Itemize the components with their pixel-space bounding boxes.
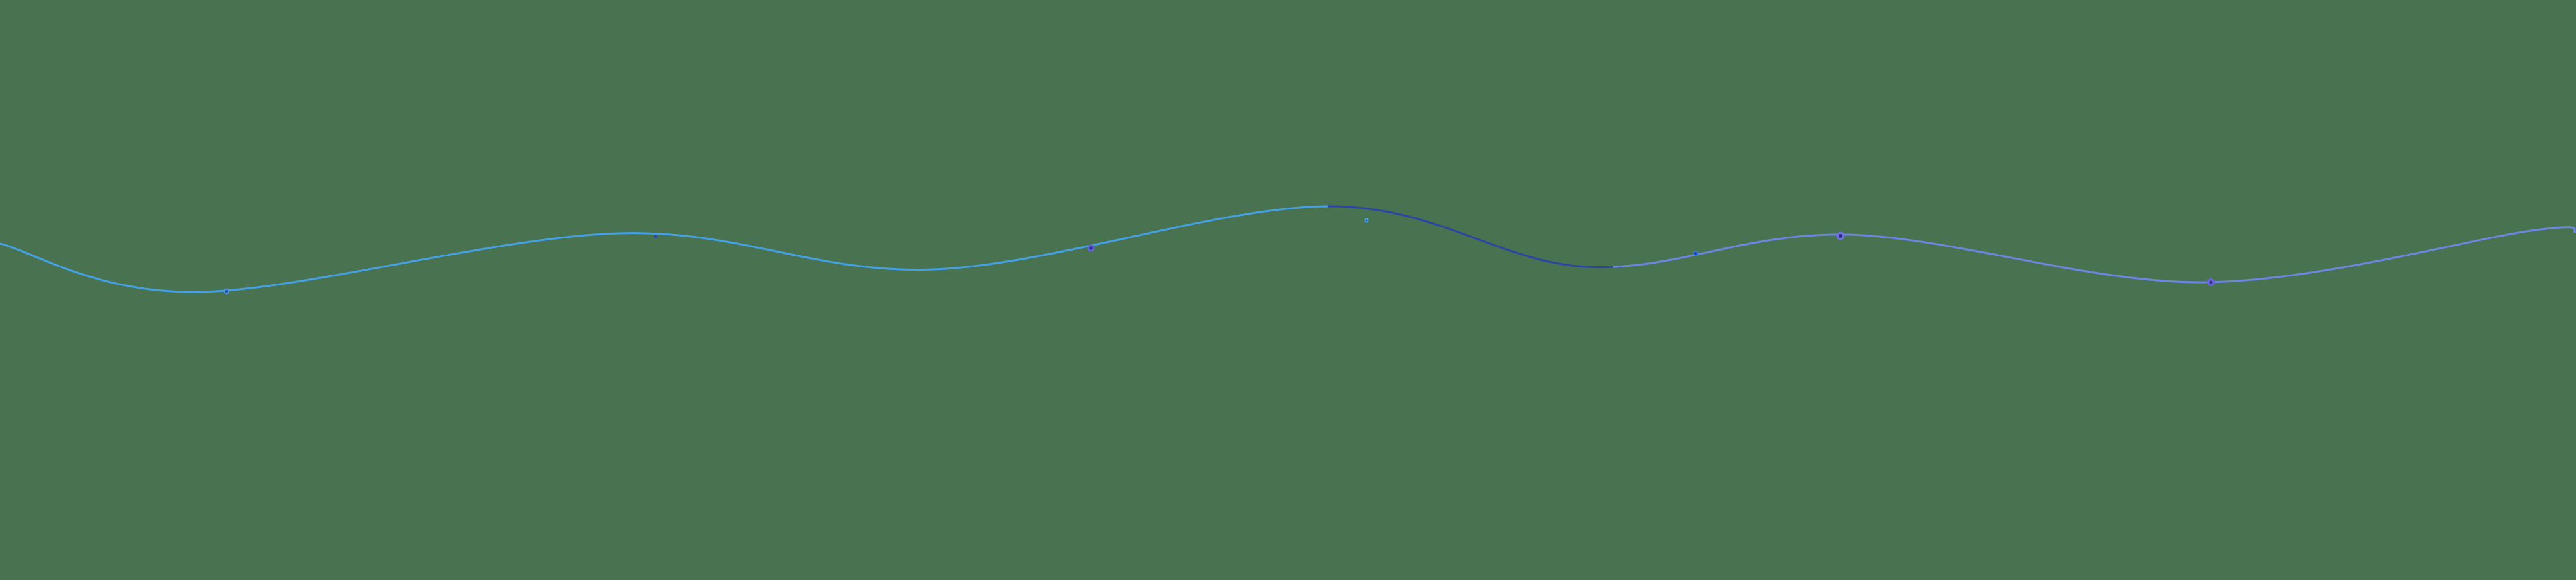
marker-core-dot <box>654 235 657 238</box>
data-point-marker <box>223 288 230 295</box>
data-point-marker <box>1364 218 1369 223</box>
marker-core-dot <box>1365 219 1368 222</box>
data-point-marker <box>2207 278 2215 286</box>
marker-core-dot <box>2209 280 2213 284</box>
data-point-marker <box>1693 251 1698 256</box>
marker-core-dot <box>225 290 228 293</box>
data-point-marker <box>654 235 658 238</box>
segment-left-cyan <box>0 205 1328 293</box>
data-point-marker <box>1836 231 1845 240</box>
segment-right-periwinkle <box>1613 226 2576 284</box>
marker-core-dot <box>1839 234 1842 238</box>
marker-core-dot <box>1694 252 1697 255</box>
segment-middle-navy <box>1328 205 1613 269</box>
marker-core-dot <box>1089 246 1093 250</box>
data-point-marker <box>1087 244 1095 252</box>
